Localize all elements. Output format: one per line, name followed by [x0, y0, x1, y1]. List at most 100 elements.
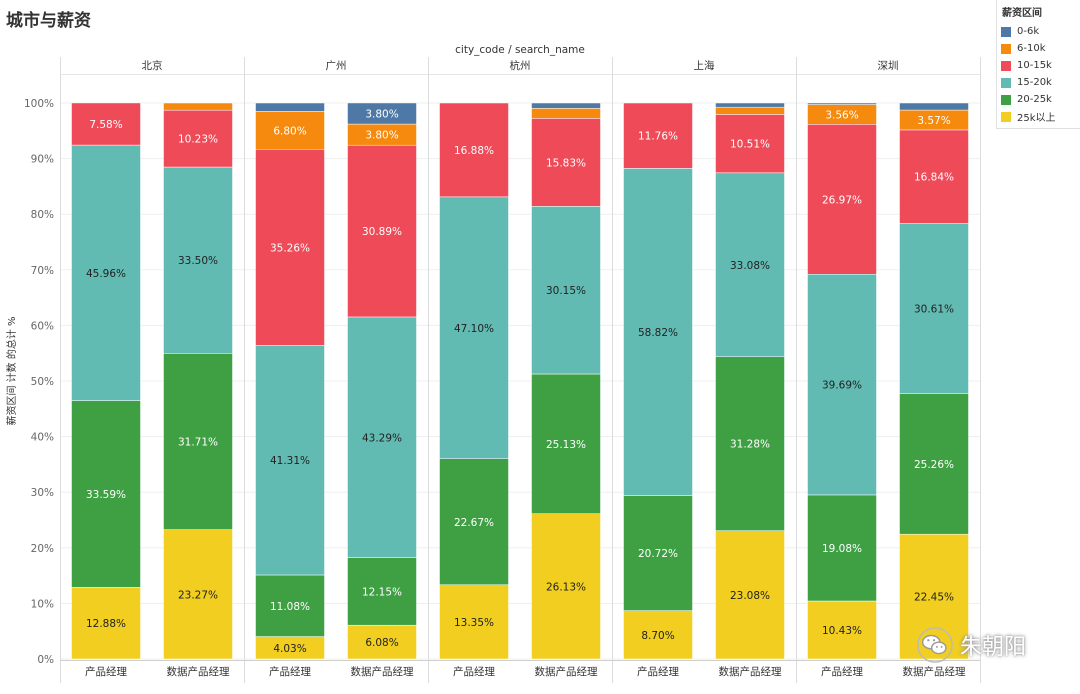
bar-segment — [255, 102, 325, 112]
x-tick-label: 产品经理 — [269, 665, 311, 678]
data-label: 10.43% — [822, 625, 862, 637]
bar-segment — [347, 557, 417, 626]
data-label: 47.10% — [454, 323, 494, 335]
bar-segment — [531, 102, 601, 109]
column-header: city_code / search_name — [455, 44, 585, 56]
data-label: 4.03% — [273, 643, 306, 655]
bar-segment — [531, 118, 601, 207]
bar-segment — [899, 102, 969, 111]
x-tick-label: 数据产品经理 — [719, 665, 782, 678]
data-label: 10.23% — [178, 134, 218, 146]
bar-segment — [439, 584, 509, 660]
bar-segment — [715, 356, 785, 531]
x-tick-label: 数据产品经理 — [903, 665, 966, 678]
data-label: 6.08% — [365, 637, 398, 649]
y-axis-label: 薪资区间 计数 的总计 % — [5, 316, 18, 425]
data-label: 31.28% — [730, 439, 770, 451]
x-tick-label: 产品经理 — [637, 665, 679, 678]
y-tick-label: 70% — [31, 265, 54, 277]
bar-segment — [807, 124, 877, 275]
legend-item[interactable]: 0-6k — [997, 23, 1080, 40]
y-tick-label: 80% — [31, 209, 54, 221]
bar-segment — [163, 109, 233, 168]
bar-segment — [623, 102, 693, 169]
bar-segment — [807, 600, 877, 660]
legend-item[interactable]: 15-20k — [997, 74, 1080, 91]
legend-item[interactable]: 6-10k — [997, 40, 1080, 57]
data-label: 43.29% — [362, 432, 402, 444]
y-tick-label: 100% — [24, 98, 54, 110]
watermark-text: 朱朝阳 — [960, 635, 1027, 660]
data-label: 3.56% — [825, 109, 858, 121]
city-header: 深圳 — [878, 60, 899, 72]
x-tick-label: 数据产品经理 — [167, 665, 230, 678]
data-label: 12.15% — [362, 586, 402, 598]
data-label: 25.13% — [546, 439, 586, 451]
bar-segment — [439, 458, 509, 586]
bar-segment — [71, 102, 141, 146]
bar-segment — [531, 373, 601, 514]
bar-segment — [531, 206, 601, 375]
data-label: 30.89% — [362, 226, 402, 238]
bar-segment — [807, 273, 877, 496]
data-label: 26.13% — [546, 581, 586, 593]
y-tick-label: 40% — [31, 432, 54, 444]
data-label: 12.88% — [86, 618, 126, 630]
bar-segment — [347, 144, 417, 318]
bar-segment — [715, 530, 785, 660]
data-label: 41.31% — [270, 455, 310, 467]
legend-item[interactable]: 20-25k — [997, 91, 1080, 108]
city-header: 北京 — [142, 59, 163, 72]
data-label: 11.08% — [270, 601, 310, 613]
data-label: 22.67% — [454, 517, 494, 529]
bar-segment — [715, 102, 785, 108]
bar-segment — [163, 102, 233, 111]
y-tick-label: 30% — [31, 487, 54, 499]
bar-segment — [715, 106, 785, 115]
legend-swatch — [1001, 43, 1011, 54]
y-tick-label: 10% — [31, 598, 54, 610]
bar-segment — [715, 172, 785, 358]
data-label: 22.45% — [914, 592, 954, 604]
legend-label: 20-25k — [1017, 94, 1052, 105]
bar-segment — [255, 345, 325, 576]
bar-segment — [439, 196, 509, 459]
legend-item[interactable]: 10-15k — [997, 57, 1080, 74]
legend-label: 6-10k — [1017, 43, 1046, 54]
data-label: 3.80% — [365, 109, 398, 121]
bar-segment — [623, 168, 693, 496]
bar-segment — [163, 353, 233, 530]
y-tick-label: 0% — [37, 654, 54, 666]
bar-segment — [807, 494, 877, 602]
city-header: 上海 — [694, 59, 715, 72]
bar-segment — [163, 529, 233, 660]
bar-segment — [347, 102, 417, 125]
wechat-icon — [917, 627, 953, 663]
bar-segment — [899, 223, 969, 394]
y-tick-label: 20% — [31, 543, 54, 555]
data-label: 58.82% — [638, 327, 678, 339]
x-tick-label: 产品经理 — [85, 665, 127, 678]
data-label: 45.96% — [86, 268, 126, 280]
legend-title: 薪资区间 — [1002, 8, 1042, 19]
legend-item[interactable]: 25k以上 — [997, 108, 1080, 125]
city-header: 杭州 — [510, 59, 531, 72]
bar-segment — [531, 513, 601, 660]
x-tick-label: 数据产品经理 — [351, 665, 414, 678]
bar-segment — [347, 316, 417, 558]
data-label: 23.08% — [730, 590, 770, 602]
y-tick-label: 60% — [31, 320, 54, 332]
data-label: 15.83% — [546, 157, 586, 169]
y-tick-label: 90% — [31, 154, 54, 166]
bar-segment — [255, 149, 325, 346]
watermark: 朱朝阳 — [916, 626, 1026, 664]
legend-label: 10-15k — [1017, 60, 1052, 71]
data-label: 23.27% — [178, 589, 218, 601]
data-label: 16.88% — [454, 145, 494, 157]
bar-segment — [715, 114, 785, 174]
data-label: 6.80% — [273, 125, 306, 137]
legend-swatch — [1001, 26, 1011, 37]
page-title: 城市与薪资 — [6, 11, 91, 31]
data-label: 11.76% — [638, 131, 678, 143]
